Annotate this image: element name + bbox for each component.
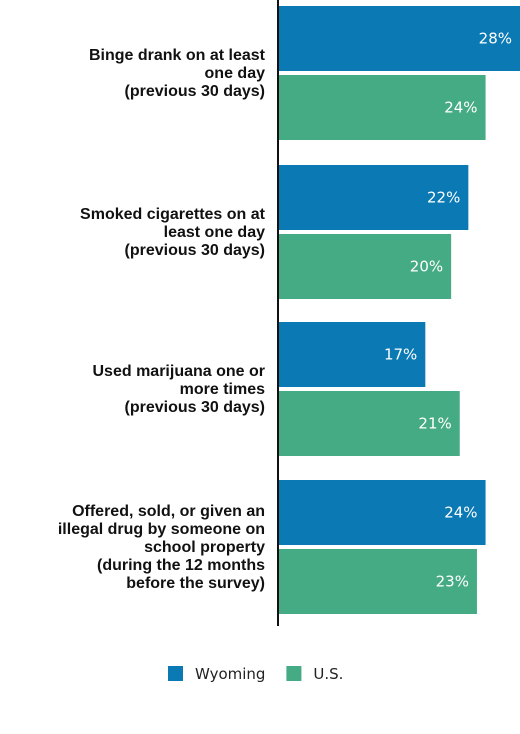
- data-label: 24%: [444, 99, 477, 117]
- bar-wyoming-1: [279, 165, 469, 230]
- category-label: Used marijuana one or more times (previous…: [93, 363, 266, 416]
- data-label: 24%: [444, 504, 477, 522]
- category-label: Offered, sold, or given an illegal drug b…: [58, 503, 265, 592]
- category-label: Binge drank on at least one day (previous …: [89, 47, 266, 100]
- bar-u-s-1: [279, 234, 452, 299]
- data-label: 17%: [384, 346, 417, 364]
- data-label: 20%: [410, 258, 443, 276]
- category-label: Smoked cigarettes on at least one day (pre…: [80, 206, 266, 259]
- legend: Wyoming U.S.: [168, 665, 343, 683]
- bars: 28% 24% 22% 20% 17% 21% 24% 23%: [279, 6, 520, 614]
- category-labels: Binge drank on at least one day (previous …: [58, 47, 266, 592]
- bar-wyoming-2: [279, 322, 426, 387]
- bar-u-s-3: [279, 549, 477, 614]
- data-label: 22%: [427, 189, 460, 207]
- data-label: 23%: [436, 573, 469, 591]
- bar-u-s-0: [279, 75, 486, 140]
- legend-swatch: [286, 666, 302, 681]
- data-label: 21%: [418, 415, 451, 433]
- bar-u-s-2: [279, 391, 460, 456]
- legend-swatch: [168, 666, 183, 681]
- bar-wyoming-0: [279, 6, 520, 71]
- legend-label: Wyoming: [195, 665, 265, 683]
- data-label: 28%: [479, 30, 512, 48]
- bar-wyoming-3: [279, 480, 486, 545]
- legend-label: U.S.: [313, 665, 343, 683]
